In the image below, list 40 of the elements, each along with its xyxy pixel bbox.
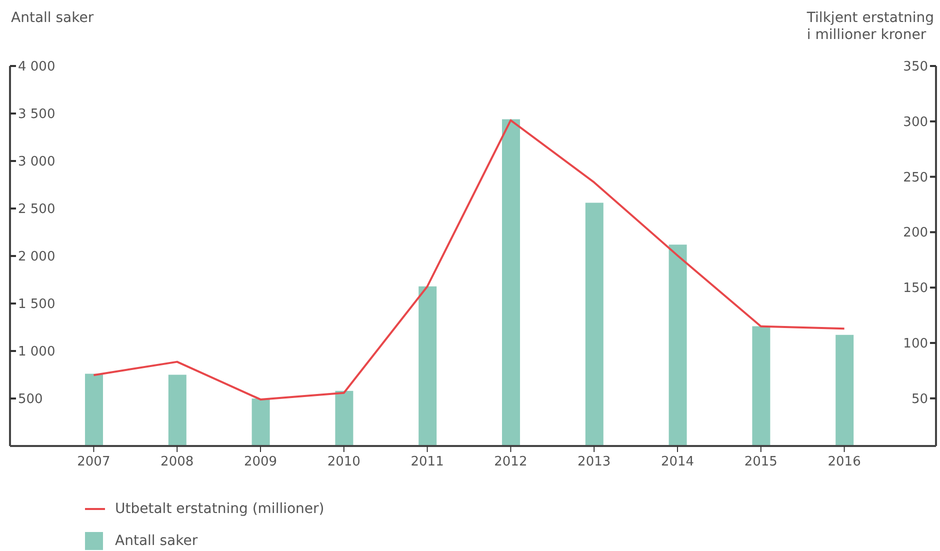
y2-tick-label: 300: [903, 114, 928, 130]
bar: [752, 326, 770, 446]
y2-tick-label: 200: [903, 226, 928, 241]
bar: [836, 334, 854, 446]
bar: [335, 390, 354, 446]
bar: [585, 202, 604, 446]
y-tick-label: 2 500: [18, 202, 56, 218]
y-tick-label: 3 500: [18, 107, 56, 122]
legend-label: Antall saker: [115, 533, 198, 549]
x-tick-label: 2008: [160, 454, 194, 470]
y-tick-label: 3 000: [18, 154, 56, 170]
bar: [85, 374, 103, 446]
line-series: [92, 119, 846, 400]
x-tick-label: 2011: [410, 454, 444, 470]
y-tick-label: 2 000: [18, 250, 56, 265]
y-tick-label: 1 000: [18, 344, 56, 360]
x-tick-label: 2015: [744, 454, 778, 470]
x-tick-label: 2012: [494, 454, 528, 470]
bar: [668, 244, 687, 446]
bar: [252, 398, 270, 446]
y-axis-title: Antall saker: [11, 10, 94, 26]
y-tick-label: 4 000: [18, 60, 56, 75]
bar: [168, 374, 186, 446]
bar: [502, 119, 520, 446]
x-tick-label: 2009: [244, 454, 278, 470]
y2-axis-title: Tilkjent erstatning i millioner kroner: [806, 10, 934, 44]
x-tick-label: 2013: [578, 454, 611, 470]
bar: [418, 286, 437, 446]
x-tick-label: 2014: [660, 454, 694, 470]
x-tick-label: 2010: [327, 454, 360, 470]
y-tick-label: 500: [18, 392, 43, 408]
y2-tick-label: 350: [903, 60, 928, 75]
x-tick-label: 2016: [828, 454, 861, 470]
x-tick-label: 2007: [77, 454, 110, 470]
y-tick-label: 1 500: [18, 297, 56, 312]
y2-tick-label: 100: [903, 336, 928, 352]
y2-tick-label: 250: [903, 170, 928, 186]
y2-tick-label: 150: [903, 281, 928, 296]
legend-label: Utbetalt erstatning (millioner): [115, 501, 324, 517]
y2-tick-label: 50: [911, 392, 928, 407]
